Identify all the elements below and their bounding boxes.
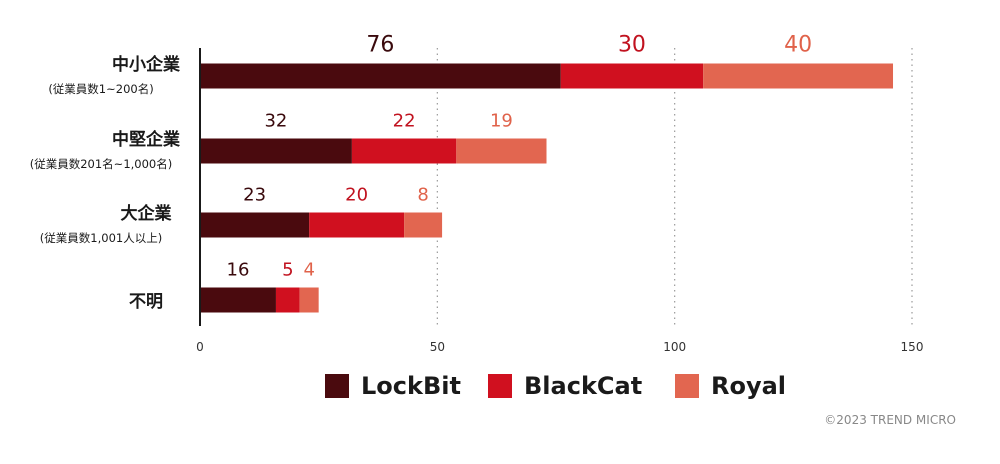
bar-blackcat-2 xyxy=(309,212,405,238)
category-label-2: 大企業 xyxy=(121,203,172,224)
legend-swatch-blackcat xyxy=(488,374,512,398)
category-label-0: 中小企業 xyxy=(112,54,180,75)
bars xyxy=(200,63,894,313)
value-label-royal-2: 8 xyxy=(417,185,428,206)
bar-royal-0 xyxy=(703,63,894,89)
bar-lockbit-2 xyxy=(200,212,310,238)
value-label-lockbit-2: 23 xyxy=(243,185,266,206)
category-label-3: 不明 xyxy=(129,292,163,312)
x-tick-label-0: 0 xyxy=(196,340,204,354)
value-label-royal-0: 40 xyxy=(784,33,812,58)
bar-lockbit-1 xyxy=(200,138,352,164)
legend-item-royal: Royal xyxy=(675,372,786,400)
value-label-lockbit-3: 16 xyxy=(227,260,250,281)
value-label-blackcat-0: 30 xyxy=(618,33,646,58)
legend-label-royal: Royal xyxy=(711,372,787,400)
grid-lines xyxy=(436,48,913,326)
x-tick-label-100: 100 xyxy=(663,340,686,354)
bar-royal-2 xyxy=(404,212,443,238)
legend-swatch-royal xyxy=(675,374,699,398)
bar-blackcat-1 xyxy=(351,138,457,164)
bar-lockbit-0 xyxy=(200,63,561,89)
bar-royal-1 xyxy=(456,138,547,164)
bar-blackcat-0 xyxy=(560,63,704,89)
value-labels: 76 30 40 32 22 19 23 20 8 16 5 4 xyxy=(227,33,813,281)
category-sublabel-2: (従業員数1,001人以上) xyxy=(40,231,162,245)
value-label-royal-1: 19 xyxy=(490,111,513,132)
value-label-blackcat-1: 22 xyxy=(393,111,416,132)
copyright-text: ©2023 TREND MICRO xyxy=(824,413,956,427)
legend-label-blackcat: BlackCat xyxy=(524,372,643,400)
legend-item-lockbit: LockBit xyxy=(325,372,461,400)
x-tick-label-50: 50 xyxy=(430,340,445,354)
category-sublabel-0: (従業員数1~200名) xyxy=(48,82,153,96)
value-label-blackcat-3: 5 xyxy=(282,260,293,281)
category-label-1: 中堅企業 xyxy=(112,129,180,150)
bar-royal-3 xyxy=(299,287,319,313)
legend-label-lockbit: LockBit xyxy=(361,372,461,400)
value-label-royal-3: 4 xyxy=(303,260,314,281)
category-labels: 中小企業 (従業員数1~200名) 中堅企業 (従業員数201名~1,000名) 大企業… xyxy=(30,54,180,312)
legend-item-blackcat: BlackCat xyxy=(488,372,642,400)
legend-swatch-lockbit xyxy=(325,374,349,398)
value-label-lockbit-1: 32 xyxy=(264,111,287,132)
value-label-lockbit-0: 76 xyxy=(366,33,394,58)
value-label-blackcat-2: 20 xyxy=(345,185,368,206)
x-tick-labels: 0 50 100 150 xyxy=(196,340,923,354)
bar-blackcat-3 xyxy=(275,287,300,313)
x-tick-label-150: 150 xyxy=(901,340,924,354)
legend: LockBit BlackCat Royal xyxy=(0,372,1000,412)
bar-lockbit-3 xyxy=(200,287,276,313)
category-sublabel-1: (従業員数201名~1,000名) xyxy=(30,157,172,171)
